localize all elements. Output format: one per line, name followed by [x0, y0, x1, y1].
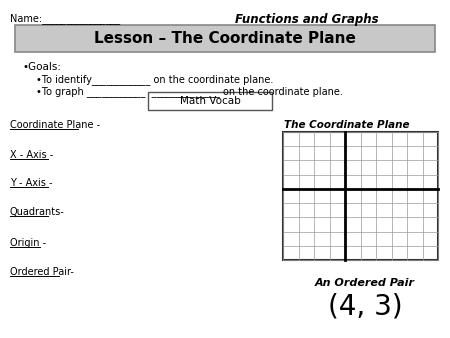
Text: Quadrants-: Quadrants- [10, 207, 65, 217]
Text: An Ordered Pair: An Ordered Pair [315, 278, 415, 288]
Text: Ordered Pair-: Ordered Pair- [10, 267, 74, 277]
Text: •To identify____________ on the coordinate plane.: •To identify____________ on the coordina… [36, 74, 274, 85]
Text: Y - Axis -: Y - Axis - [10, 178, 53, 188]
Text: (4, 3): (4, 3) [328, 292, 402, 320]
Text: •To graph ____________  ______________ on the coordinate plane.: •To graph ____________ ______________ on… [36, 86, 343, 97]
Text: Lesson – The Coordinate Plane: Lesson – The Coordinate Plane [94, 31, 356, 46]
FancyBboxPatch shape [148, 92, 272, 110]
FancyBboxPatch shape [15, 25, 435, 52]
Text: Functions and Graphs: Functions and Graphs [235, 13, 378, 26]
Text: The Coordinate Plane: The Coordinate Plane [284, 120, 410, 130]
Bar [283, 132, 438, 260]
Text: Coordinate Plane -: Coordinate Plane - [10, 120, 100, 130]
Text: Origin -: Origin - [10, 238, 46, 248]
Text: X - Axis -: X - Axis - [10, 150, 53, 160]
Text: Name:________________: Name:________________ [10, 13, 120, 24]
Text: Math Vocab: Math Vocab [180, 96, 240, 106]
Text: •Goals:: •Goals: [22, 62, 61, 72]
